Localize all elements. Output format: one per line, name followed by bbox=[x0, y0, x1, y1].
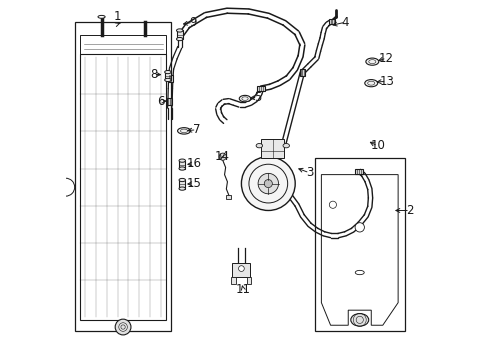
Text: 3: 3 bbox=[306, 166, 313, 179]
Text: 8: 8 bbox=[150, 68, 157, 81]
Ellipse shape bbox=[179, 187, 186, 190]
Bar bbox=[247, 277, 251, 284]
Circle shape bbox=[239, 266, 245, 271]
Ellipse shape bbox=[179, 179, 186, 181]
Circle shape bbox=[242, 157, 295, 211]
Text: 1: 1 bbox=[114, 10, 122, 23]
Bar bbox=[300, 69, 305, 76]
Text: 6: 6 bbox=[157, 95, 165, 108]
Ellipse shape bbox=[176, 37, 183, 41]
Text: 15: 15 bbox=[187, 177, 201, 190]
Text: 13: 13 bbox=[379, 75, 394, 88]
Ellipse shape bbox=[239, 95, 251, 102]
Ellipse shape bbox=[165, 71, 171, 74]
Bar bbox=[225, 195, 231, 199]
Ellipse shape bbox=[165, 78, 171, 82]
Text: 9: 9 bbox=[189, 16, 197, 29]
Bar bbox=[80, 54, 166, 320]
Bar bbox=[231, 277, 236, 284]
Text: 2: 2 bbox=[406, 204, 414, 217]
Ellipse shape bbox=[179, 167, 186, 170]
Ellipse shape bbox=[283, 144, 290, 148]
Circle shape bbox=[329, 201, 337, 208]
Ellipse shape bbox=[98, 15, 105, 18]
Circle shape bbox=[264, 180, 272, 188]
Bar bbox=[329, 19, 335, 24]
Bar bbox=[179, 161, 186, 168]
Text: 14: 14 bbox=[214, 150, 229, 163]
Bar bbox=[315, 158, 405, 330]
Text: 16: 16 bbox=[187, 157, 201, 170]
Circle shape bbox=[115, 319, 131, 335]
Bar bbox=[179, 180, 186, 189]
Text: 7: 7 bbox=[193, 123, 200, 136]
Ellipse shape bbox=[176, 29, 183, 32]
Bar bbox=[355, 168, 363, 174]
Ellipse shape bbox=[256, 144, 263, 148]
Ellipse shape bbox=[351, 314, 368, 326]
Text: 5: 5 bbox=[254, 91, 261, 104]
Bar bbox=[74, 22, 172, 330]
Circle shape bbox=[219, 153, 226, 160]
Ellipse shape bbox=[179, 159, 186, 162]
Circle shape bbox=[355, 223, 365, 232]
Text: 12: 12 bbox=[379, 51, 394, 64]
Text: 10: 10 bbox=[370, 139, 385, 152]
Bar bbox=[176, 31, 183, 39]
Bar bbox=[261, 139, 285, 158]
Ellipse shape bbox=[177, 128, 191, 134]
Ellipse shape bbox=[366, 58, 379, 65]
Bar bbox=[165, 72, 171, 80]
Bar bbox=[167, 98, 172, 105]
Bar bbox=[232, 263, 250, 277]
Ellipse shape bbox=[365, 80, 378, 87]
Bar bbox=[257, 86, 265, 91]
Text: 11: 11 bbox=[236, 283, 251, 296]
Text: 4: 4 bbox=[342, 16, 349, 29]
Circle shape bbox=[258, 174, 278, 194]
Bar bbox=[168, 75, 172, 82]
Bar bbox=[80, 35, 166, 54]
Ellipse shape bbox=[355, 270, 364, 275]
